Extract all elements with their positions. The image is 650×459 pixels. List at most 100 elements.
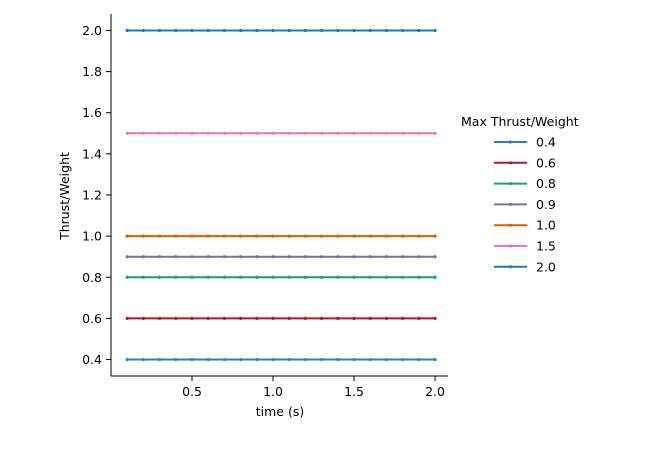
legend-item: 0.8 [494, 176, 556, 191]
y-tick-label: 0.6 [82, 311, 102, 326]
legend-marker [508, 140, 513, 144]
data-point [303, 131, 308, 135]
y-tick-label: 1.4 [82, 146, 102, 161]
data-point [320, 131, 324, 135]
legend-item: 1.0 [494, 218, 556, 233]
data-point [401, 357, 405, 362]
data-point [125, 275, 129, 279]
data-point [336, 275, 340, 279]
data-point [320, 316, 324, 321]
data-point [303, 255, 308, 259]
data-point [433, 255, 437, 259]
y-tick-label: 1.0 [82, 229, 102, 244]
data-point [352, 275, 356, 279]
data-point [222, 316, 227, 321]
data-point [222, 357, 227, 362]
data-point [401, 255, 405, 259]
y-tick-label: 0.4 [82, 352, 102, 367]
data-point [303, 275, 308, 279]
legend-label: 0.9 [536, 197, 556, 212]
legend: Max Thrust/Weight 0.4 0.6 0.8 0.9 1.0 1.5 2.0 [461, 114, 579, 274]
data-point [239, 28, 243, 33]
data-point [417, 234, 421, 238]
series-0.9 [125, 255, 437, 259]
data-point [174, 316, 178, 321]
data-point [158, 316, 162, 321]
data-point [303, 234, 308, 238]
data-point [271, 357, 275, 362]
data-point [287, 255, 291, 259]
data-point [158, 357, 162, 362]
data-point [303, 28, 308, 33]
data-point [141, 316, 146, 321]
data-point [158, 28, 162, 33]
data-point [287, 316, 291, 321]
series-0.6 [125, 316, 437, 321]
legend-marker [508, 265, 513, 269]
data-point [255, 357, 259, 362]
data-point [417, 255, 421, 259]
data-point [174, 28, 178, 33]
data-point [368, 255, 372, 259]
legend-label: 1.0 [536, 218, 556, 233]
x-tick-label: 2.0 [425, 384, 445, 399]
data-point [320, 275, 324, 279]
plot-area [125, 28, 437, 362]
data-point [368, 275, 372, 279]
data-point [368, 234, 372, 238]
data-point [336, 255, 340, 259]
data-point [206, 131, 210, 135]
data-point [320, 234, 324, 238]
data-point [125, 131, 129, 135]
data-point [255, 234, 259, 238]
data-point [417, 316, 421, 321]
data-point [255, 131, 259, 135]
x-ticks: 0.5 1.0 1.5 2.0 [182, 376, 445, 399]
data-point [239, 275, 243, 279]
data-point [158, 275, 162, 279]
legend-marker [508, 223, 513, 227]
series-1.5 [125, 131, 437, 135]
legend-item: 2.0 [494, 259, 556, 274]
data-point [271, 275, 275, 279]
data-point [433, 357, 437, 362]
data-point [401, 131, 405, 135]
data-point [125, 316, 129, 321]
data-point [174, 357, 178, 362]
data-point [433, 316, 437, 321]
data-point [141, 234, 146, 238]
data-point [239, 234, 243, 238]
data-point [433, 234, 437, 238]
data-point [287, 275, 291, 279]
legend-label: 0.8 [536, 176, 556, 191]
data-point [190, 275, 194, 279]
legend-item: 0.6 [494, 155, 556, 170]
data-point [384, 316, 389, 321]
data-point [239, 131, 243, 135]
legend-item: 1.5 [494, 239, 556, 254]
data-point [255, 316, 259, 321]
data-point [401, 275, 405, 279]
data-point [287, 131, 291, 135]
data-point [271, 131, 275, 135]
data-point [287, 28, 291, 33]
data-point [174, 275, 178, 279]
series-1.0 [125, 234, 437, 238]
data-point [206, 255, 210, 259]
data-point [368, 316, 372, 321]
data-point [401, 28, 405, 33]
data-point [303, 357, 308, 362]
data-point [384, 255, 389, 259]
legend-marker [508, 161, 513, 165]
data-point [320, 357, 324, 362]
data-point [255, 255, 259, 259]
data-point [336, 234, 340, 238]
data-point [141, 28, 146, 33]
data-point [352, 28, 356, 33]
data-point [271, 316, 275, 321]
legend-marker [508, 202, 513, 206]
data-point [287, 357, 291, 362]
data-point [141, 255, 146, 259]
data-point [417, 275, 421, 279]
y-axis-label: Thrust/Weight [57, 152, 72, 241]
